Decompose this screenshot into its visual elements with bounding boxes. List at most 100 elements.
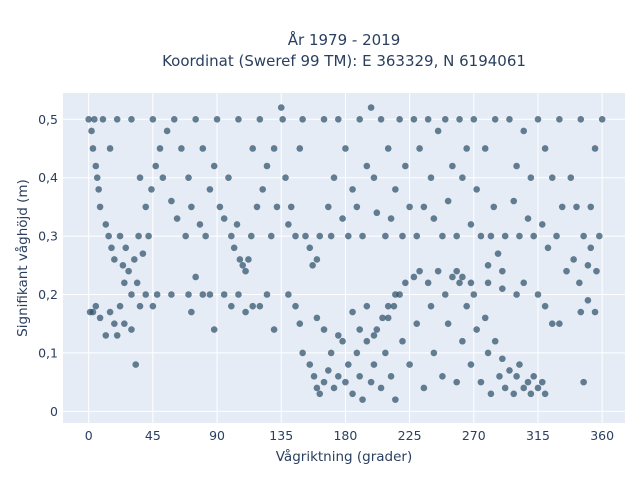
y-tick-label: 0 xyxy=(50,404,58,419)
scatter-point xyxy=(192,273,199,281)
scatter-point xyxy=(413,320,421,328)
y-tick-label: 0,2 xyxy=(38,287,58,302)
scatter-point xyxy=(299,115,306,123)
scatter-point xyxy=(259,186,266,193)
scatter-point xyxy=(593,267,600,275)
scatter-point xyxy=(399,337,406,345)
scatter-point xyxy=(481,314,489,322)
scatter-point xyxy=(185,174,192,181)
scatter-point xyxy=(282,174,289,181)
scatter-point xyxy=(558,203,566,211)
x-axis-title: Vågriktning (grader) xyxy=(276,448,413,465)
scatter-point xyxy=(95,186,102,193)
scatter-point xyxy=(410,273,418,281)
scatter-point xyxy=(392,186,399,193)
x-tick-label: 45 xyxy=(145,428,161,443)
scatter-point xyxy=(334,372,342,380)
scatter-point xyxy=(116,302,124,310)
scatter-point xyxy=(563,267,570,275)
scatter-point xyxy=(496,372,503,380)
scatter-point xyxy=(142,203,150,211)
scatter-point xyxy=(516,361,523,368)
scatter-point xyxy=(128,291,135,298)
scatter-point xyxy=(153,291,161,298)
scatter-point xyxy=(430,215,438,222)
scatter-point xyxy=(370,174,378,181)
scatter-point xyxy=(270,326,278,333)
scatter-point xyxy=(501,384,509,392)
scatter-point xyxy=(598,115,606,123)
scatter-point xyxy=(506,367,513,374)
scatter-point xyxy=(406,361,413,368)
scatter-point xyxy=(501,232,509,240)
scatter-point xyxy=(516,232,523,240)
scatter-point xyxy=(487,232,495,240)
scatter-point xyxy=(320,378,328,386)
scatter-point xyxy=(342,378,349,386)
scatter-point xyxy=(363,162,371,170)
scatter-point xyxy=(587,203,595,211)
x-axis-ticks: 0 45 90 135 180 225 270 315 360 xyxy=(85,428,614,443)
scatter-point xyxy=(553,232,560,240)
scatter-point xyxy=(467,279,475,287)
scatter-point xyxy=(339,215,346,222)
scatter-point xyxy=(402,162,409,170)
scatter-point xyxy=(491,337,499,345)
scatter-point xyxy=(113,332,121,339)
scatter-point xyxy=(373,326,381,333)
scatter-point xyxy=(342,145,349,152)
scatter-point xyxy=(119,262,127,269)
scatter-point xyxy=(396,115,403,123)
scatter-point xyxy=(427,302,435,310)
scatter-point xyxy=(367,104,375,111)
scatter-point xyxy=(239,262,247,269)
scatter-point xyxy=(159,174,167,181)
scatter-point xyxy=(316,232,324,240)
scatter-point xyxy=(441,115,449,123)
scatter-point xyxy=(108,244,115,252)
scatter-point xyxy=(202,232,209,240)
scatter-point xyxy=(396,291,403,298)
scatter-point xyxy=(506,115,513,123)
scatter-point xyxy=(520,127,528,135)
scatter-point xyxy=(210,326,218,333)
scatter-point xyxy=(424,115,432,123)
scatter-point xyxy=(330,174,338,181)
scatter-point xyxy=(541,390,549,398)
scatter-point xyxy=(92,162,100,170)
x-tick-label: 180 xyxy=(333,428,357,443)
scatter-point xyxy=(285,291,292,298)
scatter-point xyxy=(353,203,361,211)
scatter-point xyxy=(135,232,142,240)
scatter-point xyxy=(344,361,352,368)
scatter-point xyxy=(216,203,224,211)
data-points xyxy=(85,104,606,403)
scatter-point xyxy=(88,127,95,135)
scatter-point xyxy=(327,232,335,240)
scatter-point xyxy=(136,174,144,181)
scatter-point xyxy=(111,320,118,328)
scatter-point xyxy=(370,361,378,368)
scatter-point xyxy=(263,291,271,298)
scatter-point xyxy=(173,215,181,222)
scatter-point xyxy=(206,186,214,193)
scatter-point xyxy=(182,232,189,240)
scatter-point xyxy=(520,279,528,287)
scatter-point xyxy=(93,174,101,181)
scatter-point xyxy=(188,203,195,211)
scatter-point xyxy=(487,390,495,398)
scatter-point xyxy=(325,367,332,374)
scatter-point xyxy=(249,145,257,152)
scatter-point xyxy=(524,378,532,386)
scatter-point xyxy=(463,145,470,152)
scatter-point xyxy=(467,221,475,228)
scatter-point xyxy=(320,326,328,333)
scatter-point xyxy=(402,279,409,287)
scatter-point xyxy=(185,291,192,298)
y-tick-label: 0,4 xyxy=(38,170,58,185)
y-tick-label: 0,3 xyxy=(38,229,58,244)
scatter-point xyxy=(131,256,138,263)
x-tick-label: 135 xyxy=(269,428,293,443)
scatter-point xyxy=(306,244,314,252)
scatter-point xyxy=(449,162,456,170)
